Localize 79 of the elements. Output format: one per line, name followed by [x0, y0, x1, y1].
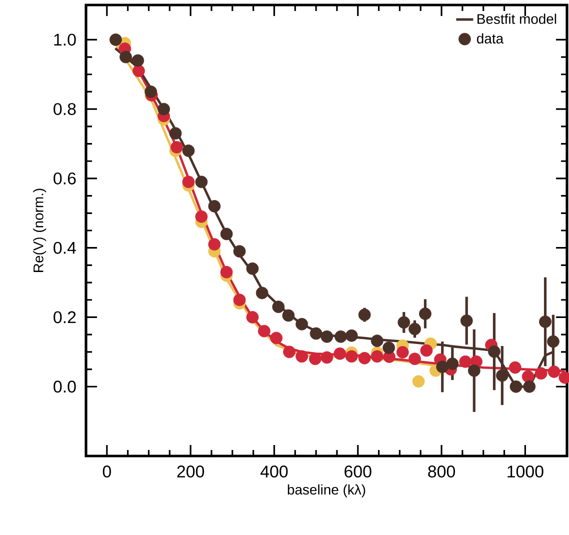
point [256, 286, 268, 300]
point [548, 365, 560, 378]
point [446, 358, 459, 370]
point [468, 364, 480, 377]
point [539, 316, 552, 328]
point [370, 350, 384, 363]
point [398, 316, 410, 329]
y-tick-label: 0.4 [54, 242, 76, 254]
point [320, 351, 334, 364]
point [508, 361, 522, 374]
point [547, 335, 560, 348]
point [408, 322, 421, 336]
point [208, 200, 221, 212]
point [510, 380, 522, 393]
point [358, 308, 371, 321]
x-tick-label: 800 [428, 466, 455, 478]
point [296, 350, 308, 363]
y-tick-label: 0.6 [54, 172, 76, 184]
point [283, 346, 296, 358]
point [120, 50, 132, 64]
point [523, 380, 536, 393]
point [412, 375, 425, 388]
point [270, 332, 283, 344]
point [220, 228, 233, 240]
y-tick-label: 1.0 [54, 34, 76, 46]
point [258, 324, 270, 338]
point [169, 127, 182, 140]
point [310, 327, 322, 340]
point [534, 367, 548, 380]
x-tick-label: 0 [102, 466, 111, 478]
point [182, 176, 195, 188]
point [282, 309, 295, 322]
point [246, 311, 259, 324]
point [170, 141, 183, 154]
point [110, 33, 122, 46]
point [382, 342, 396, 354]
point [320, 330, 334, 343]
point [195, 210, 208, 223]
legend-label: Bestfit model [478, 14, 556, 24]
x-tick-label: 600 [344, 466, 372, 478]
point [420, 344, 433, 357]
point [436, 360, 449, 374]
point [370, 334, 384, 348]
point [233, 245, 246, 258]
y-tick-label: 0.0 [54, 380, 76, 393]
x-tick-label: 200 [177, 466, 204, 478]
x-tick-label: 1000 [508, 466, 544, 478]
point [309, 352, 322, 366]
point [522, 370, 534, 383]
point [459, 355, 472, 368]
point [246, 262, 259, 275]
point [220, 266, 233, 278]
point [460, 314, 473, 327]
point [182, 144, 195, 157]
point [488, 345, 500, 358]
y-tick-label: 0.8 [54, 103, 76, 116]
y-axis-title: Re(V) (norm.) [33, 188, 46, 272]
point [233, 294, 246, 306]
legend-label: data [476, 33, 504, 44]
point [144, 86, 158, 98]
x-tick-label: 400 [260, 466, 288, 478]
point [408, 352, 421, 366]
point [272, 300, 285, 314]
point [396, 346, 409, 358]
y-tick-label: 0.2 [54, 311, 76, 324]
point [132, 54, 144, 67]
point [334, 347, 346, 360]
x-axis-title: baseline (kλ) [288, 484, 366, 498]
point [345, 329, 358, 342]
point [296, 318, 308, 330]
point [195, 176, 208, 188]
point [132, 64, 145, 78]
point [208, 238, 221, 251]
point [358, 352, 371, 364]
point [419, 308, 432, 320]
point [345, 350, 358, 363]
point [158, 102, 170, 116]
point [496, 369, 508, 382]
point [334, 330, 347, 343]
